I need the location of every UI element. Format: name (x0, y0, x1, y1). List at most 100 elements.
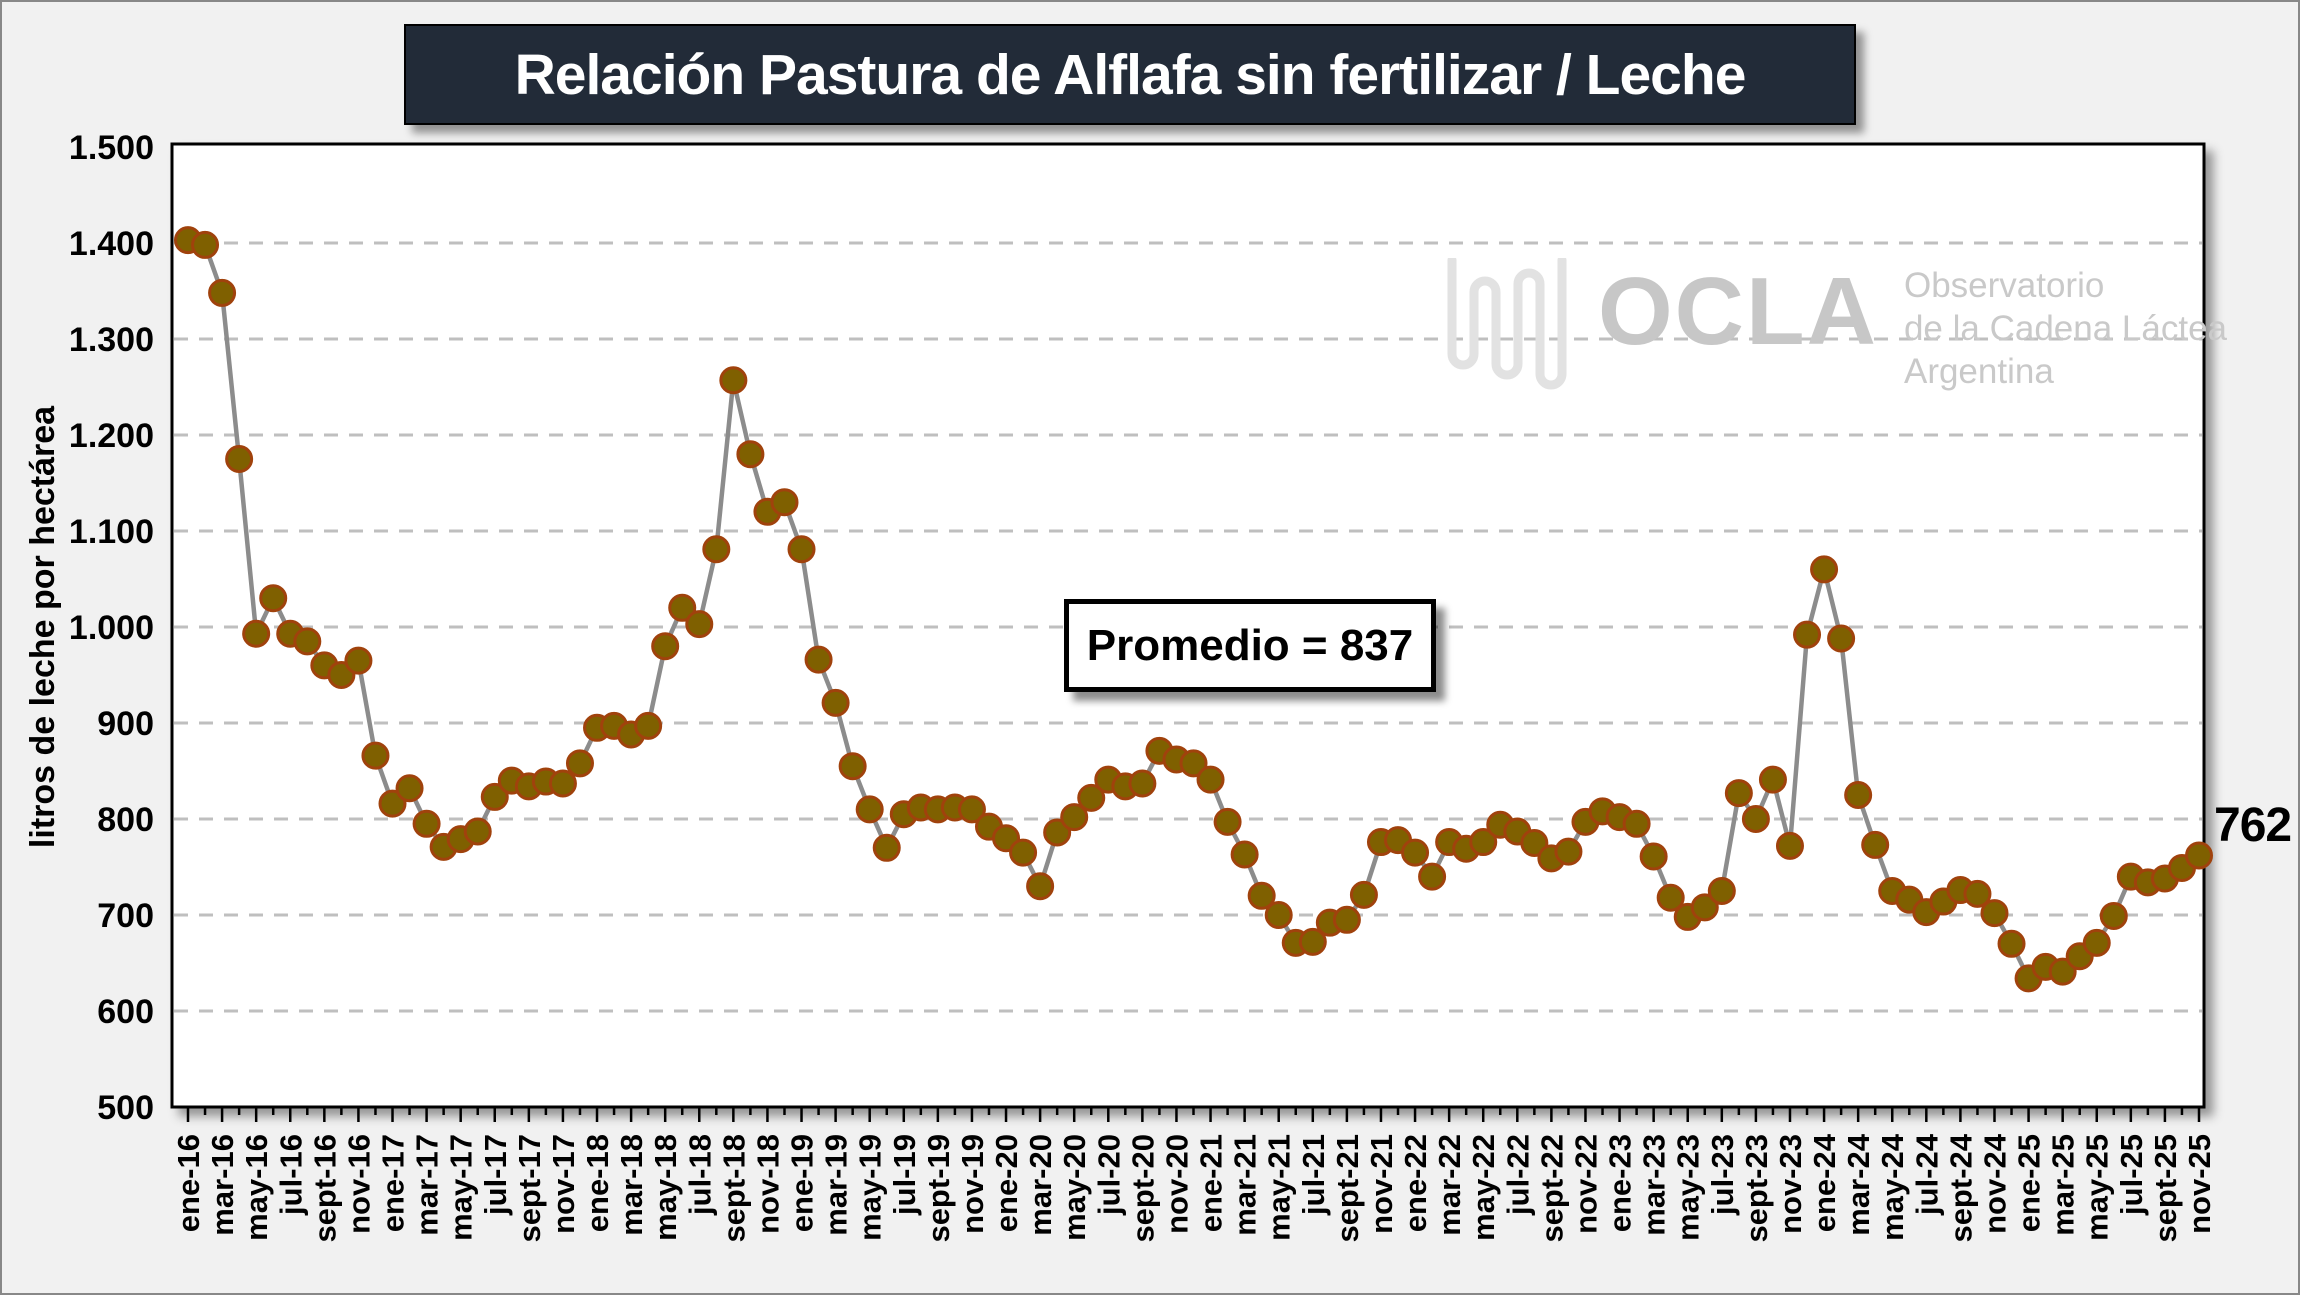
x-tick-label: ene-18 (580, 1134, 615, 1232)
last-value-label: 762 (2214, 799, 2292, 852)
x-tick-label: jul-21 (1296, 1134, 1331, 1216)
y-tick-label: 1.000 (69, 609, 154, 647)
x-tick-label: jul-20 (1091, 1134, 1126, 1216)
x-tick-label: sept-17 (512, 1134, 547, 1243)
data-point (1520, 829, 1549, 857)
data-point (702, 535, 731, 564)
y-tick-label: 1.200 (69, 417, 154, 455)
data-point (1690, 893, 1719, 922)
x-tick-label: ene-21 (1194, 1134, 1229, 1232)
data-point (957, 795, 986, 824)
data-point (361, 741, 390, 770)
x-tick-label: may-22 (1466, 1134, 1501, 1241)
data-point (2048, 957, 2077, 986)
data-point (1298, 927, 1327, 956)
data-point (2185, 841, 2213, 870)
x-tick-label: nov-18 (750, 1134, 785, 1234)
data-point (1639, 842, 1668, 871)
x-tick-label: mar-21 (1228, 1134, 1263, 1236)
x-tick-label: sept-22 (1534, 1134, 1569, 1243)
x-tick-label: sept-18 (716, 1134, 751, 1243)
data-point (736, 440, 765, 469)
x-tick-label: sept-23 (1739, 1134, 1774, 1243)
x-tick-label: mar-23 (1637, 1134, 1672, 1236)
y-tick-label: 700 (97, 897, 154, 935)
data-point (242, 619, 271, 648)
data-point (1230, 840, 1259, 869)
data-point (1707, 877, 1736, 905)
data-point (191, 230, 220, 259)
data-point (1401, 838, 1430, 867)
x-tick-label: may-20 (1057, 1134, 1092, 1241)
data-point (872, 833, 901, 862)
x-tick-label: jul-16 (273, 1134, 308, 1216)
data-point (1741, 805, 1770, 833)
x-tick-label: sept-16 (307, 1134, 342, 1243)
x-tick-label: jul-23 (1705, 1134, 1740, 1216)
x-tick-label: jul-25 (2114, 1134, 2149, 1216)
x-tick-label: nov-22 (1568, 1134, 1603, 1234)
data-point (2082, 928, 2111, 957)
data-point (855, 795, 884, 824)
x-tick-label: jul-17 (478, 1134, 513, 1216)
data-point (1963, 879, 1992, 908)
x-tick-label: sept-21 (1330, 1134, 1365, 1243)
x-axis-ticks (186, 1107, 2201, 1122)
x-tick-label: jul-22 (1500, 1134, 1535, 1216)
data-point (651, 632, 680, 661)
data-point (293, 627, 322, 656)
data-point (1861, 830, 1890, 859)
x-tick-label: may-19 (853, 1134, 888, 1241)
chart-title: Relación Pastura de Alflafa sin fertiliz… (514, 42, 1747, 107)
x-tick-label: ene-20 (989, 1134, 1024, 1232)
data-point (463, 817, 492, 846)
data-point (378, 789, 407, 818)
x-tick-label: jul-19 (887, 1134, 922, 1216)
x-tick-label: may-16 (239, 1134, 274, 1241)
data-point (1247, 881, 1276, 910)
data-point (1810, 555, 1839, 584)
data-point (1775, 831, 1804, 860)
data-point (259, 584, 288, 613)
y-tick-label: 1.400 (69, 225, 154, 263)
data-point (634, 711, 663, 740)
x-tick-label: may-18 (648, 1134, 683, 1241)
data-point (1469, 828, 1498, 857)
data-point (208, 278, 237, 307)
x-tick-label: mar-17 (410, 1134, 445, 1236)
x-tick-label: ene-24 (1807, 1133, 1842, 1232)
data-point (821, 688, 850, 717)
data-markers (174, 226, 2213, 993)
x-tick-label: may-21 (1262, 1134, 1297, 1241)
data-point (1043, 818, 1072, 847)
data-point (838, 752, 867, 781)
x-tick-label: sept-25 (2148, 1134, 2183, 1243)
x-tick-label: nov-19 (955, 1134, 990, 1234)
data-point (1349, 880, 1378, 909)
x-tick-label: nov-25 (2182, 1134, 2217, 1234)
x-tick-label: sept-20 (1125, 1134, 1160, 1243)
data-point (1026, 872, 1055, 901)
x-tick-label: may-24 (1875, 1133, 1910, 1241)
data-point (395, 774, 424, 803)
data-point (1724, 779, 1753, 808)
average-annotation-box: Promedio = 837 (1064, 599, 1436, 692)
x-tick-label: nov-17 (546, 1134, 581, 1234)
y-tick-label: 1.100 (69, 513, 154, 551)
data-point (770, 488, 799, 517)
x-tick-label: ene-16 (171, 1134, 206, 1232)
data-point (685, 610, 714, 639)
x-tick-label: sept-24 (1943, 1133, 1978, 1242)
data-point (804, 645, 833, 674)
x-tick-label: nov-21 (1364, 1134, 1399, 1234)
y-axis-labels: 500 600 700 800 900 1.000 1.100 1.200 1.300 1.400… (69, 129, 154, 1127)
data-point (1827, 624, 1856, 653)
x-tick-label: may-23 (1671, 1134, 1706, 1241)
x-tick-label: ene-25 (2012, 1134, 2047, 1232)
data-point (1128, 769, 1157, 798)
data-point (565, 749, 594, 778)
data-point (1418, 862, 1447, 891)
data-point (1264, 901, 1293, 929)
data-point (1077, 783, 1106, 812)
